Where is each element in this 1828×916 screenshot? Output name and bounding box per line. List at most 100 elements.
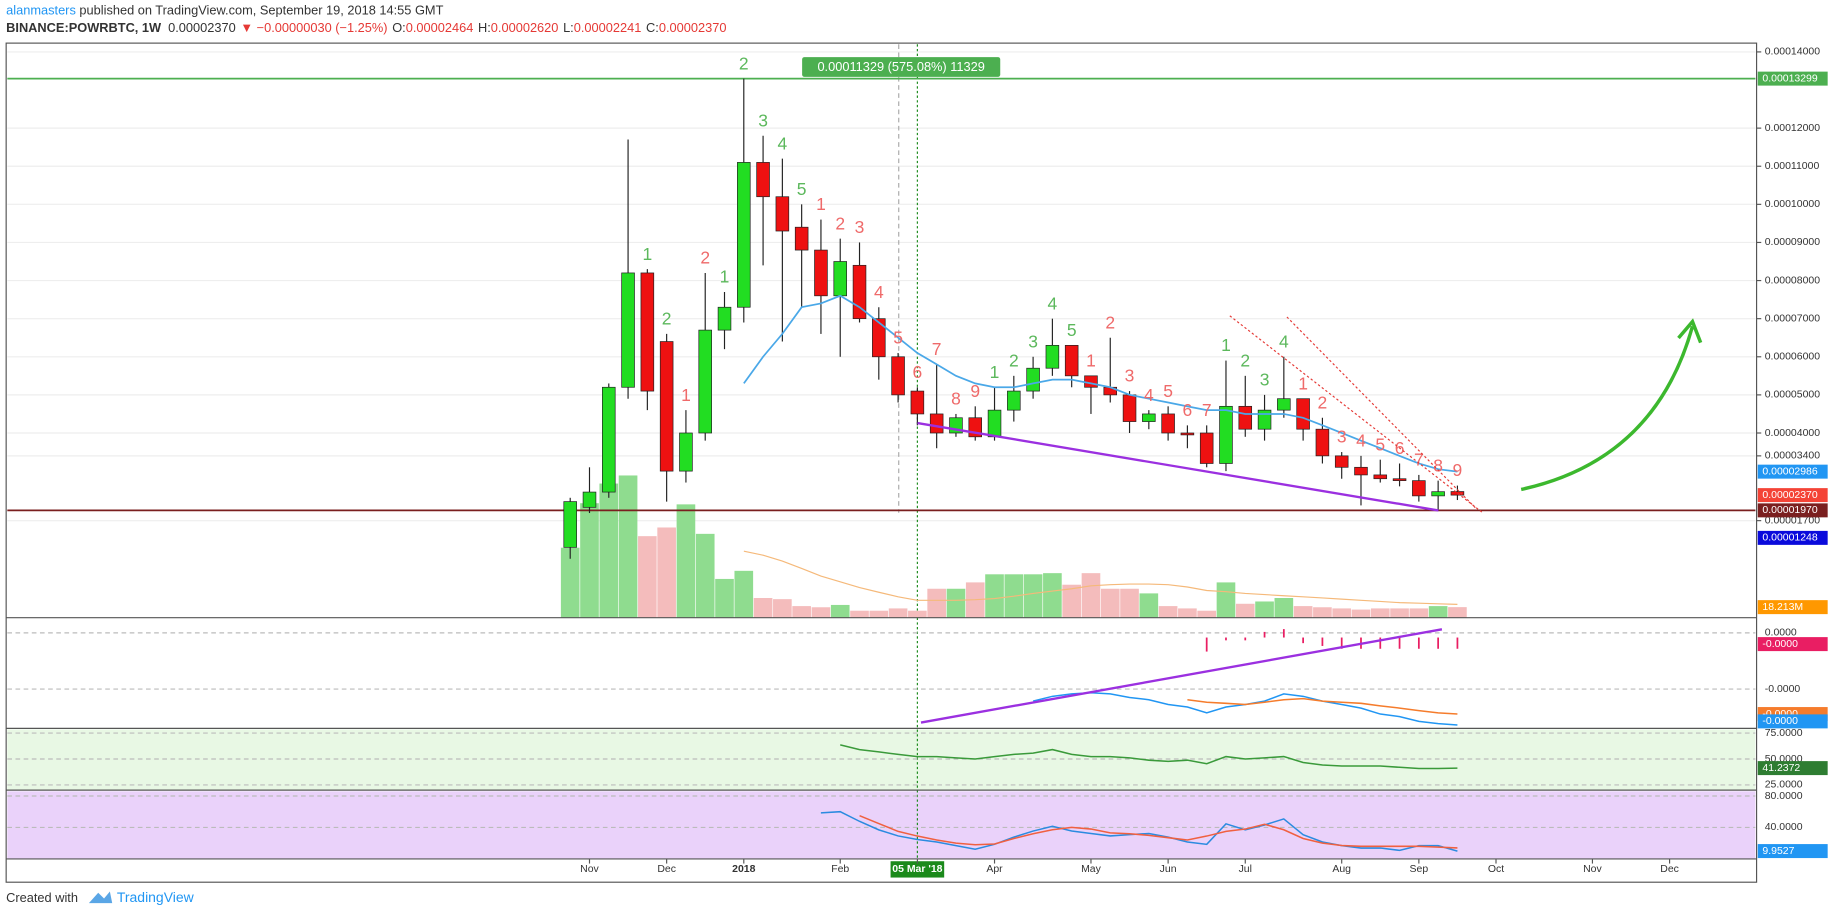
y-tick-label: 80.0000 (1765, 791, 1803, 802)
candle-body (910, 390, 925, 415)
volume-bar (1370, 608, 1390, 618)
measure-label: 0.00011329 (575.08%) 11329 (817, 59, 984, 74)
volume-bar (1351, 609, 1371, 618)
candle-body (794, 226, 809, 251)
y-tick-label: 0.00008000 (1765, 275, 1820, 286)
volume-bar (695, 533, 715, 618)
candle-body (717, 306, 732, 331)
y-tick-label: 0.00011000 (1765, 161, 1820, 172)
x-tick-label: Aug (1332, 864, 1351, 875)
td-count: 4 (874, 282, 884, 302)
volume-bar (657, 527, 676, 618)
ohlc-label: C: (646, 21, 659, 36)
ohlc-value: 0.00002241 (574, 21, 642, 36)
td-count: 2 (1240, 350, 1250, 370)
volume-bar (1409, 608, 1429, 618)
td-count: 1 (1298, 373, 1308, 393)
x-tick-label: Sep (1410, 864, 1429, 875)
candle-body (640, 272, 655, 392)
logo (88, 891, 113, 904)
y-tick-label: 25.0000 (1765, 780, 1803, 791)
volume-bar (1448, 607, 1467, 618)
td-count: 7 (1414, 450, 1424, 470)
td-count: 5 (1375, 434, 1385, 454)
td-count: 2 (662, 309, 672, 329)
x-tick-label: Jun (1160, 864, 1177, 875)
x-tick-label: Apr (986, 864, 1003, 875)
indicator-line (859, 814, 1458, 849)
volume-bar (792, 606, 811, 618)
candle-body (1257, 409, 1272, 430)
axis-badge-label: 0.00002986 (1762, 466, 1817, 477)
y-tick-label: 0.00014000 (1765, 47, 1820, 58)
volume-bar (715, 578, 734, 618)
axis-badge (1757, 761, 1828, 776)
volume-bar (850, 610, 869, 618)
trend-line (1286, 316, 1477, 509)
axis-badge (1757, 464, 1828, 479)
axis-badge-label: 0.00001248 (1762, 533, 1817, 544)
td-count: 3 (1028, 331, 1038, 351)
x-tick-label: Dec (1660, 864, 1679, 875)
volume-bar (1081, 573, 1101, 618)
volume-bar (1043, 573, 1062, 618)
price-change: ▼ −0.00000030 (−1.25%) (240, 21, 387, 36)
td-count: 2 (1009, 350, 1019, 370)
candle-body (659, 341, 674, 472)
axis-badge-label: 18.213M (1762, 602, 1803, 613)
candle-body (563, 501, 577, 548)
td-count: 8 (1433, 455, 1443, 475)
volume-bar (1158, 606, 1178, 618)
candle-body (1084, 375, 1098, 388)
candle-body (1199, 432, 1214, 464)
candle-body (1296, 398, 1310, 430)
td-count: 1 (990, 362, 1000, 382)
volume-bar (1120, 588, 1139, 618)
candle-body (1431, 491, 1445, 497)
y-tick-label: 0.00010000 (1765, 199, 1820, 210)
td-count: 2 (1105, 312, 1115, 332)
td-count: 2 (1318, 392, 1328, 412)
crosshair-label-box (890, 861, 945, 878)
last-price: 0.00002370 (168, 21, 236, 36)
volume-bar (1023, 574, 1043, 618)
volume-bar (676, 504, 696, 618)
candle-body (891, 356, 905, 396)
ohlc-value: 0.00002464 (406, 21, 474, 36)
volume-bar (946, 588, 966, 618)
candle-body (1412, 480, 1426, 497)
volume-bar (1197, 610, 1217, 618)
td-count: 1 (1086, 350, 1096, 370)
volume-bar (580, 503, 599, 618)
volume-bar (773, 599, 792, 618)
candle-body (1334, 455, 1349, 468)
y-tick-label: 0.00003400 (1765, 451, 1820, 462)
measure-box (802, 57, 1001, 77)
volume-bar (985, 574, 1004, 618)
x-tick-label: Jul (1239, 864, 1252, 875)
volume-bar (638, 536, 657, 618)
candle-body (602, 386, 616, 493)
x-tick-label: Dec (657, 864, 676, 875)
y-tick-label: 50.0000 (1765, 754, 1803, 765)
td-count: 3 (758, 110, 768, 130)
td-count: 9 (970, 381, 980, 401)
axis-badge-label: 0.00013299 (1762, 73, 1817, 84)
indicator-line (840, 744, 1458, 770)
td-count: 8 (951, 389, 961, 409)
footer-brand[interactable]: TradingView (117, 889, 195, 905)
author[interactable]: alanmasters (6, 3, 76, 18)
candle-body (1238, 405, 1253, 430)
trend-line (1229, 315, 1484, 514)
volume-bar (1235, 603, 1255, 618)
candle-body (1007, 390, 1021, 411)
volume-bar (888, 608, 908, 618)
volume-bar (1178, 608, 1197, 618)
td-count: 6 (913, 362, 923, 382)
symbol: BINANCE:POWRBTC, 1W (6, 21, 162, 36)
ohlc-value: 0.00002620 (491, 21, 559, 36)
y-tick-label: 0.0000 (1765, 628, 1797, 639)
y-tick-label: 0.00007000 (1765, 313, 1820, 324)
